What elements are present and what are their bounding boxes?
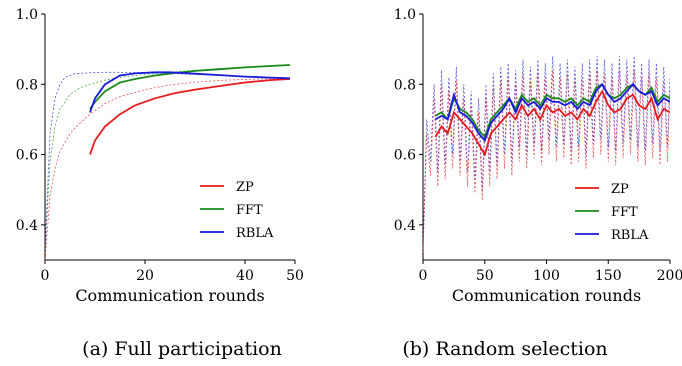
dashed-series-line: [45, 72, 290, 249]
x-tick-label: 50: [286, 268, 304, 284]
legend-label-rbla: RBLA: [236, 226, 274, 241]
dashed-series-line: [45, 65, 290, 253]
y-tick-label: 0.6: [394, 148, 416, 164]
subfigure-caption: (a) Full participation: [82, 338, 282, 360]
x-tick-label: 0: [419, 268, 428, 284]
series-line-rbla: [90, 72, 290, 112]
plot-area: [423, 56, 670, 253]
x-tick-label: 40: [236, 268, 254, 284]
panel-random-selection: 0.4 0.6 0.8 1.0 0 50 100 150 200 ZP FFT RBLA Communi…: [394, 7, 682, 360]
x-tick-label: 200: [657, 268, 682, 284]
y-tick-label: 0.4: [16, 218, 38, 234]
panel-full-participation: 0.4 0.6 0.8 1.0 0 20 40 50 ZP FFT RBLA Communicatio…: [16, 7, 304, 360]
legend-label-fft: FFT: [611, 205, 638, 220]
y-tick-label: 0.4: [394, 218, 416, 234]
x-tick-label: 50: [476, 268, 494, 284]
y-tick-label: 1.0: [16, 7, 38, 23]
y-tick-label: 0.8: [16, 77, 38, 93]
legend-label-zp: ZP: [236, 180, 254, 195]
legend-label-fft: FFT: [236, 203, 263, 218]
x-tick-label: 0: [41, 268, 50, 284]
subfigure-caption: (b) Random selection: [402, 338, 607, 360]
y-tick-label: 0.8: [394, 77, 416, 93]
x-tick-label: 100: [533, 268, 560, 284]
legend-label-rbla: RBLA: [611, 228, 649, 243]
x-axis-label: Communication rounds: [452, 286, 641, 305]
y-tick-label: 1.0: [394, 7, 416, 23]
y-tick-label: 0.6: [16, 148, 38, 164]
x-tick-label: 20: [136, 268, 154, 284]
x-tick-label: 150: [595, 268, 622, 284]
legend-label-zp: ZP: [611, 182, 629, 197]
series-line-fft: [90, 65, 290, 109]
series-line-zp: [90, 79, 290, 155]
x-axis-label: Communication rounds: [75, 286, 264, 305]
